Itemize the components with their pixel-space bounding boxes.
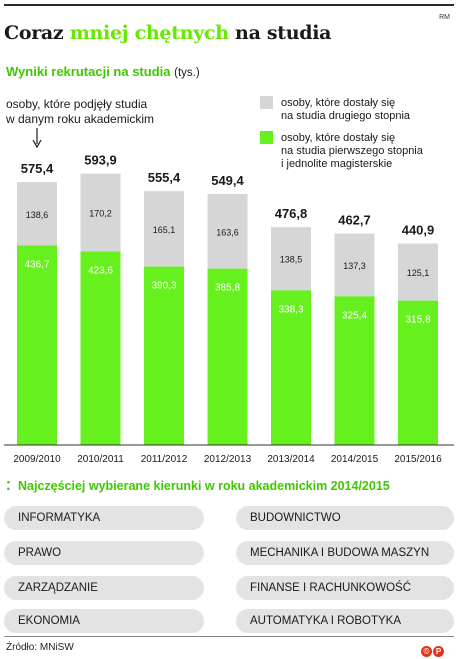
annotation-text: osoby, które podjęły studia [6,97,148,111]
bar-segment-second-degree [80,173,121,252]
major-pill-left-4: EKONOMIA [4,609,204,633]
bar-segment-second-degree [144,191,184,267]
legend-label-second-degree: osoby, które dostały się [281,97,395,109]
bar-total-label: 440,9 [402,223,435,238]
bar-total-label: 462,7 [338,213,371,228]
chart-unit: (tys.) [174,67,200,79]
bar-total-label: 575,4 [21,161,54,176]
bar-segment-first-degree [17,245,57,445]
title-part1: Coraz [4,22,70,44]
bar-label-second-degree: 163,6 [216,227,239,237]
x-tick-label: 2009/2010 [13,454,61,465]
legend-label-first-degree: i jednolite magisterskie [281,158,392,170]
source-tag: RM [439,14,450,21]
bar-segment-second-degree [398,243,438,301]
major-pill-right-3: FINANSE I RACHUNKOWOŚĆ [236,576,454,600]
bar-segment-first-degree [144,266,184,445]
majors-heading-text: Najczęściej wybierane kierunki w roku ak… [18,479,390,493]
bar-segment-second-degree [207,193,248,269]
legend-label-second-degree: na studia drugiego stopnia [281,110,411,122]
x-tick-label: 2010/2011 [77,454,124,465]
source-note: Źródło: MNiSW [6,642,74,653]
legend-swatch-second-degree [260,96,273,109]
title-part2: na studia [228,22,332,44]
top-rule [4,4,454,6]
legend-label-first-degree: osoby, które dostały się [281,132,395,144]
bar-label-second-degree: 137,3 [343,261,366,271]
bar-segment-first-degree [80,251,121,445]
major-pill-left-2: PRAWO [4,541,204,565]
publisher-logo: © P [420,641,450,657]
bar-total-label: 549,4 [211,173,244,188]
bar-total-label: 555,4 [148,170,181,185]
x-tick-label: 2014/2015 [331,454,379,465]
bar-segment-first-degree [271,290,311,445]
dots-icon: ⁚ [6,479,11,493]
chart-subtitle-text: Wyniki rekrutacji na studia [6,64,171,79]
page-title: Coraz mniej chętnych na studia [4,22,332,44]
bar-segment-first-degree [334,296,375,445]
legend-swatch-first-degree [260,131,273,144]
bar-segment-second-degree [271,227,311,291]
bar-segment-second-degree [334,233,375,297]
bar-label-second-degree: 125,1 [407,268,430,278]
major-pill-right-2: MECHANIKA I BUDOWA MASZYN [236,541,454,565]
x-tick-label: 2013/2014 [267,454,315,465]
major-pill-right-1: BUDOWNICTWO [236,506,454,530]
bar-label-first-degree: 423,6 [88,265,113,276]
down-arrow-icon [32,139,42,149]
bar-segment-first-degree [207,268,248,445]
stacked-bar-chart: 436,7 138,6 575,4 2009/2010 423,6 170,2 593,9 2… [4,96,454,465]
chart-subtitle: Wyniki rekrutacji na studia (tys.) [6,64,200,79]
bar-total-label: 593,9 [84,153,117,168]
major-pill-right-4: AUTOMATYKA I ROBOTYKA [236,609,454,633]
legend-label-first-degree: na studia pierwszego stopnia [281,145,424,157]
bar-label-first-degree: 315,8 [405,315,430,326]
x-tick-label: 2012/2013 [204,454,252,465]
x-tick-label: 2011/2012 [141,454,188,465]
annotation-text: w danym roku akademickim [5,112,154,126]
bar-label-first-degree: 436,7 [24,259,49,270]
bar-label-second-degree: 138,5 [280,255,303,265]
title-highlight: mniej chętnych [69,22,229,44]
bar-segment-second-degree [17,182,57,246]
bar-label-first-degree: 385,8 [215,283,240,294]
bar-label-first-degree: 325,4 [342,310,367,321]
major-pill-left-3: ZARZĄDZANIE [4,576,204,600]
bar-label-first-degree: 338,3 [278,304,303,315]
bar-label-first-degree: 390,3 [151,281,176,292]
majors-heading: ⁚ Najczęściej wybierane kierunki w roku a… [6,478,390,493]
bar-label-second-degree: 165,1 [153,225,176,235]
bar-label-second-degree: 138,6 [26,210,49,220]
bar-total-label: 476,8 [275,206,308,221]
x-tick-label: 2015/2016 [394,454,442,465]
bar-label-second-degree: 170,2 [89,209,112,219]
major-pill-left-1: INFORMATYKA [4,506,204,530]
bottom-rule [4,636,454,637]
bar-segment-first-degree [398,300,438,445]
